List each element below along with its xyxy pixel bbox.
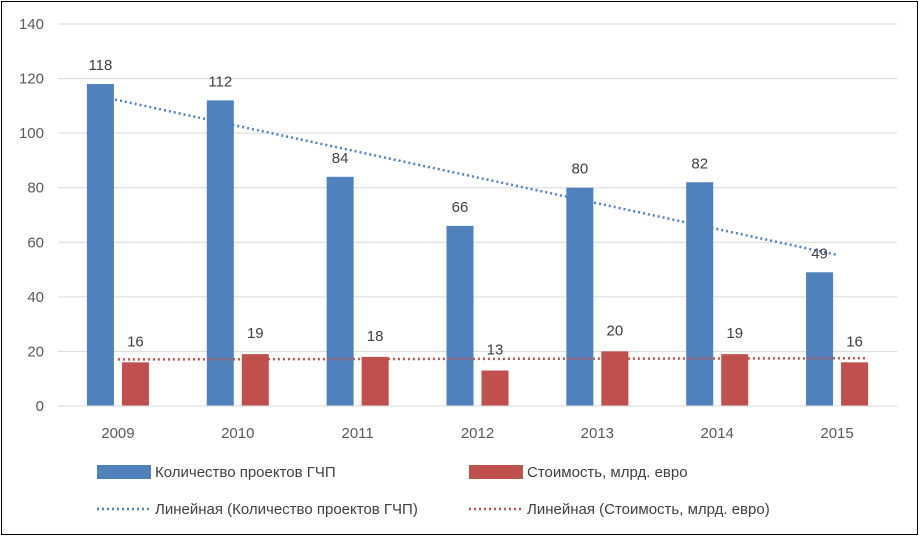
data-label-projects: 66	[452, 199, 469, 216]
y-tick-label: 20	[27, 343, 44, 360]
legend: Количество проектов ГЧП Стоимость, млрд. …	[97, 464, 770, 518]
data-label-cost: 20	[607, 322, 624, 339]
data-label-cost: 19	[726, 325, 743, 342]
y-tick-label: 100	[19, 125, 44, 142]
data-label-projects: 82	[691, 155, 708, 172]
data-label-cost: 16	[846, 333, 863, 350]
bar-projects	[86, 84, 114, 407]
legend-label: Стоимость, млрд. евро	[527, 464, 688, 481]
legend-projects: Количество проектов ГЧП	[97, 464, 336, 481]
legend-trend-cost: Линейная (Стоимость, млрд. евро)	[469, 501, 770, 518]
legend-swatch	[97, 465, 151, 479]
y-tick-label: 60	[27, 234, 44, 251]
legend-label: Линейная (Стоимость, млрд. евро)	[527, 501, 770, 518]
data-labels: 118 16 112 19 84 18 66 13 80 20 82 19 49 16	[88, 57, 863, 359]
bar-projects	[446, 225, 474, 406]
data-label-cost: 16	[127, 333, 144, 350]
bar-cost	[601, 351, 629, 406]
bar-cost	[721, 354, 749, 406]
data-label-projects: 80	[572, 161, 589, 178]
bar-projects	[806, 272, 834, 406]
bar-projects	[566, 187, 594, 406]
y-tick-label: 0	[36, 398, 44, 415]
y-tick-label: 80	[27, 180, 44, 197]
legend-trend-projects: Линейная (Количество проектов ГЧП)	[97, 501, 418, 518]
x-tick-label: 2012	[461, 425, 494, 442]
y-tick-label: 40	[27, 289, 44, 306]
data-label-cost: 19	[247, 325, 264, 342]
bar-cost	[241, 354, 269, 406]
y-axis: 0 20 40 60 80 100 120 140	[19, 16, 44, 415]
data-label-cost: 18	[367, 328, 384, 345]
trendline-cost	[117, 357, 869, 361]
bar-projects	[686, 182, 714, 406]
data-label-projects: 49	[811, 245, 828, 262]
gridlines	[58, 23, 897, 407]
x-axis: 2009 2010 2011 2012 2013 2014 2015	[58, 405, 897, 442]
bar-cost	[121, 362, 149, 406]
bar-projects	[326, 176, 354, 406]
legend-swatch	[469, 465, 523, 479]
trendline-projects	[100, 95, 838, 257]
legend-label: Линейная (Количество проектов ГЧП)	[155, 501, 418, 518]
bars	[86, 84, 869, 407]
bar-projects	[206, 100, 234, 407]
legend-label: Количество проектов ГЧП	[155, 464, 336, 481]
legend-cost: Стоимость, млрд. евро	[469, 464, 688, 481]
data-label-cost: 13	[487, 342, 504, 359]
data-label-projects: 112	[208, 73, 232, 90]
bar-cost	[481, 370, 509, 406]
y-tick-label: 120	[19, 71, 44, 88]
trendlines	[100, 95, 869, 361]
x-tick-label: 2010	[221, 425, 254, 442]
data-label-projects: 84	[332, 150, 349, 167]
x-tick-label: 2009	[101, 425, 134, 442]
y-tick-label: 140	[19, 16, 44, 33]
x-tick-label: 2014	[701, 425, 734, 442]
bar-cost	[841, 362, 869, 406]
x-tick-label: 2013	[581, 425, 614, 442]
data-label-projects: 118	[88, 57, 112, 74]
x-tick-label: 2015	[820, 425, 853, 442]
bar-cost	[361, 356, 389, 406]
x-tick-label: 2011	[342, 425, 374, 442]
